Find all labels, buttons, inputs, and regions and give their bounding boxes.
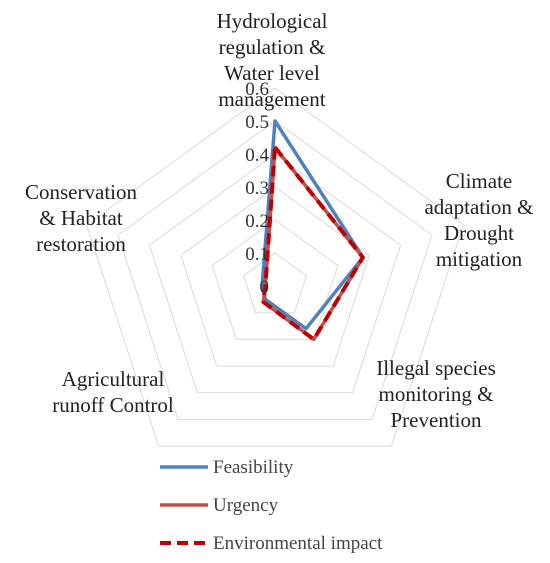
tick-labels: 0 0.1 0.2 0.3 0.4 0.5 0.6 [245, 79, 269, 298]
axis-label-1: Climate adaptation & Drought mitigation [424, 169, 533, 271]
tick-label: 0.3 [245, 178, 269, 199]
tick-label: 0.1 [245, 244, 269, 265]
series-line-0 [260, 119, 365, 331]
grid-ring [117, 120, 433, 420]
legend-label-1: Urgency [213, 495, 279, 516]
tick-label: 0 [260, 277, 270, 298]
legend: Feasibility Urgency Environmental impact [160, 457, 383, 554]
tick-label: 0.2 [245, 211, 269, 232]
axis-label-0: Hydrological regulation & Water level manag… [217, 9, 328, 111]
axis-label-2: Illegal species monitoring & Prevention [376, 356, 496, 432]
tick-label: 0.6 [245, 79, 269, 100]
series-line-2 [261, 145, 365, 342]
legend-label-2: Environmental impact [213, 533, 383, 554]
grid-ring [86, 87, 464, 447]
tick-label: 0.5 [245, 112, 269, 133]
tick-label: 0.4 [245, 145, 269, 166]
grid-ring [211, 219, 339, 340]
axis-label-3: Agricultural runoff Control [52, 367, 174, 417]
axis-labels: Hydrological regulation & Water level manag… [25, 9, 534, 432]
axis-label-4: Conservation & Habitat restoration [25, 180, 137, 256]
legend-label-0: Feasibility [213, 457, 294, 478]
series-layer [260, 119, 365, 342]
grid-ring [148, 153, 402, 394]
